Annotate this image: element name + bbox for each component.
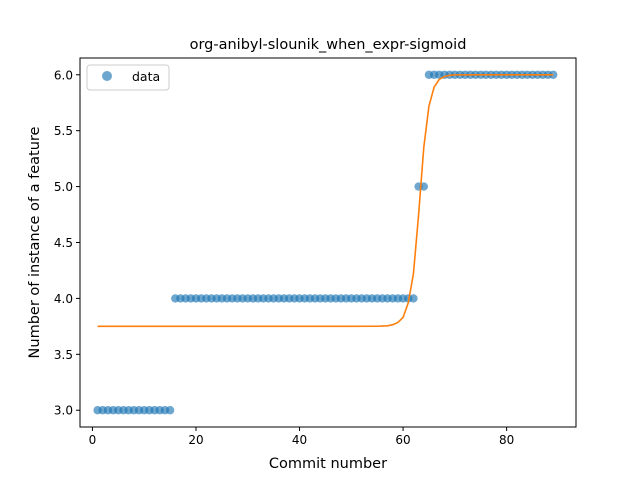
data-point [409,294,418,303]
x-tick-label: 20 [188,433,203,447]
legend: data [86,64,170,91]
legend-marker-data [102,71,112,81]
y-tick-label: 5.0 [54,180,73,194]
legend-label-data: data [132,69,160,84]
y-axis-label: Number of instance of a feature [27,126,43,358]
data-point [165,406,175,415]
x-tick-label: 60 [395,433,410,447]
x-tick-label: 80 [499,433,514,447]
y-tick-label: 4.0 [54,292,73,306]
plot-area [93,70,558,415]
chart-title: org-anibyl-slounik_when_expr-sigmoid [190,37,467,53]
y-tick-label: 5.5 [54,124,73,138]
y-tick-label: 3.5 [54,348,73,362]
x-tick-label: 40 [292,433,307,447]
sigmoid-fit-line [97,73,554,328]
x-tick-label: 0 [89,433,97,447]
y-tick-label: 6.0 [54,68,73,82]
y-axis-ticks: 3.0 3.5 4.0 4.5 5.0 5.5 6.0 [54,68,80,418]
x-axis-label: Commit number [269,456,387,472]
y-tick-label: 3.0 [54,404,73,418]
x-axis-ticks: 0 20 40 60 80 [89,427,514,447]
y-tick-label: 4.5 [54,236,73,250]
